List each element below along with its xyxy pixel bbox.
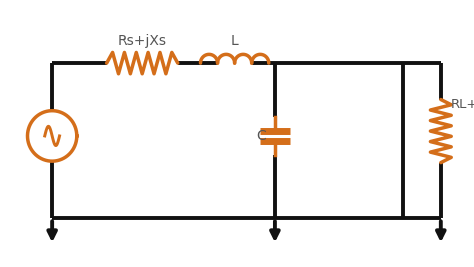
Text: RL+jXL: RL+jXL bbox=[451, 98, 474, 111]
Text: L: L bbox=[231, 34, 238, 48]
Text: Rs+jXs: Rs+jXs bbox=[118, 34, 167, 48]
Text: C: C bbox=[256, 129, 266, 143]
